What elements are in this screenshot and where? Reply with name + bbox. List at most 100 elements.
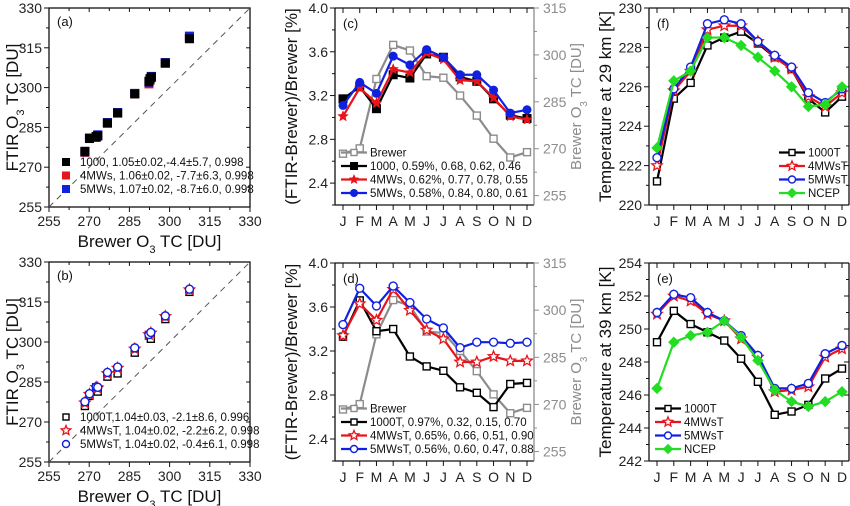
data-point (684, 65, 697, 77)
legend-marker (788, 148, 796, 157)
data-point (735, 331, 747, 343)
data-point (652, 177, 662, 186)
series-2 (80, 284, 195, 407)
data-point (521, 113, 533, 125)
data-point (489, 390, 498, 399)
series-line (342, 52, 528, 120)
data-point (421, 314, 432, 324)
data-point (405, 60, 415, 70)
y-tick-label: 270 (19, 414, 43, 430)
y-tick-label: 230 (619, 0, 643, 16)
legend-label: 4MWsT, 1.04±0.02, -2.2±6.2, 0.998 (80, 426, 259, 438)
panel-c: J F M A M J J A S O N D2.42.83.23.64.02552702853003… (282, 0, 590, 229)
series-0-overlay (80, 34, 194, 157)
one-to-one-line (48, 261, 251, 463)
series-line (342, 298, 528, 415)
x-tick-label: D (522, 469, 532, 485)
y-tick-label: 300 (19, 334, 43, 350)
data-point (520, 353, 534, 367)
legend-label: 5MWsT, 0.56%, 0.60, 0.47, 0.88 (370, 444, 534, 456)
data-point (717, 18, 732, 32)
legend-marker (350, 189, 358, 197)
legend-label: 5MWs, 0.58%, 0.84, 0.80, 0.61 (370, 188, 528, 200)
legend-label: 5MWsT (808, 175, 848, 187)
data-point (455, 91, 465, 100)
data-point (439, 73, 448, 82)
data-point (786, 383, 797, 394)
y-axis-label: (FTIR-Brewer)/Brewer [%] (282, 264, 301, 460)
data-point (669, 289, 679, 300)
y-tick-label: 2.4 (309, 431, 329, 447)
x-tick-label: M (371, 213, 383, 229)
y-axis-label: Temperature at 29 km [K] (596, 11, 615, 202)
y2-axis-label: Brewer O3 TC [DU] (568, 299, 590, 426)
data-point (455, 343, 465, 353)
data-point (837, 340, 847, 351)
series-0 (652, 306, 847, 419)
data-point (786, 62, 797, 72)
data-point (652, 307, 662, 318)
series-3 (338, 45, 532, 118)
x-tick-label: D (837, 213, 847, 229)
series-line (342, 51, 528, 121)
data-point (338, 149, 348, 158)
legend-label: 4MWs, 1.06±0.02, -7.7±6.3, 0.998 (80, 171, 254, 183)
data-point (160, 311, 171, 321)
data-point (422, 71, 431, 81)
data-point (369, 313, 384, 327)
data-point (752, 354, 764, 367)
y2-tick-label: 285 (543, 94, 567, 110)
x-tick-label: 315 (198, 468, 222, 484)
x-tick-label: O (803, 469, 814, 485)
y-axis-label: FTIR O3 TC [DU] (3, 298, 27, 426)
x-tick-label: N (505, 213, 515, 229)
data-point (419, 322, 434, 336)
data-point (102, 367, 113, 378)
legend-label: 1000T (684, 404, 717, 416)
data-point (130, 343, 140, 353)
y-tick-label: 220 (619, 197, 643, 213)
x-tick-label: F (670, 469, 679, 485)
data-point (736, 354, 746, 363)
data-point (336, 328, 350, 342)
y2-tick-label: 255 (543, 188, 567, 204)
data-point (455, 383, 465, 392)
y2-tick-label: 270 (543, 396, 567, 412)
data-point (355, 283, 365, 293)
legend-label: 1000T,1.04±0.03, -2.1±8.6, 0.996 (80, 412, 249, 424)
x-tick-label: J (340, 469, 347, 485)
data-point (753, 377, 763, 386)
x-tick-label: S (472, 469, 481, 485)
one-to-one-line (48, 7, 251, 208)
y-tick-label: 222 (619, 158, 643, 174)
data-point (770, 410, 779, 419)
data-point (503, 353, 518, 367)
x-tick-label: J (423, 213, 430, 229)
x-tick-label: 300 (158, 213, 182, 229)
legend-marker (664, 404, 672, 413)
data-point (372, 327, 381, 336)
data-point (146, 72, 156, 82)
data-point (146, 327, 156, 338)
data-point (802, 100, 815, 113)
series-2 (337, 46, 533, 125)
data-point (352, 296, 367, 310)
y-tick-label: 242 (619, 453, 643, 469)
data-point (735, 39, 747, 52)
panel-f: J F M A M J J A S O N D220222224226228230(f)1000T4M… (596, 0, 850, 229)
legend-marker (786, 187, 798, 199)
y-tick-label: 244 (619, 420, 643, 436)
x-tick-label: F (355, 213, 364, 229)
y-tick-label: 255 (19, 454, 43, 470)
data-point (522, 378, 532, 388)
data-point (836, 385, 848, 398)
x-tick-label: A (770, 469, 780, 485)
data-point (438, 52, 448, 62)
data-point (752, 51, 764, 63)
legend-label: 1000, 1.05±0.02,-4.4±5.7, 0.998 (80, 157, 244, 169)
x-tick-label: O (488, 213, 499, 229)
data-point (506, 379, 515, 389)
